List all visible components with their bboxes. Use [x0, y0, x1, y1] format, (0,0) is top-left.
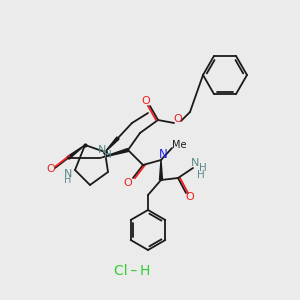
- Text: N: N: [64, 169, 72, 179]
- Text: O: O: [174, 114, 182, 124]
- Text: H: H: [199, 163, 207, 173]
- Text: H: H: [104, 150, 112, 160]
- Text: O: O: [46, 164, 56, 174]
- Text: Cl – H: Cl – H: [114, 264, 150, 278]
- Polygon shape: [67, 145, 85, 159]
- Text: O: O: [186, 192, 194, 202]
- Text: O: O: [142, 96, 150, 106]
- Text: O: O: [124, 178, 132, 188]
- Text: N: N: [191, 158, 199, 168]
- Polygon shape: [100, 148, 128, 158]
- Text: Me: Me: [172, 140, 186, 150]
- Polygon shape: [105, 137, 119, 152]
- Text: N: N: [98, 145, 106, 155]
- Text: H: H: [197, 170, 205, 180]
- Text: H: H: [64, 175, 72, 185]
- Polygon shape: [160, 160, 163, 180]
- Text: N: N: [159, 148, 167, 160]
